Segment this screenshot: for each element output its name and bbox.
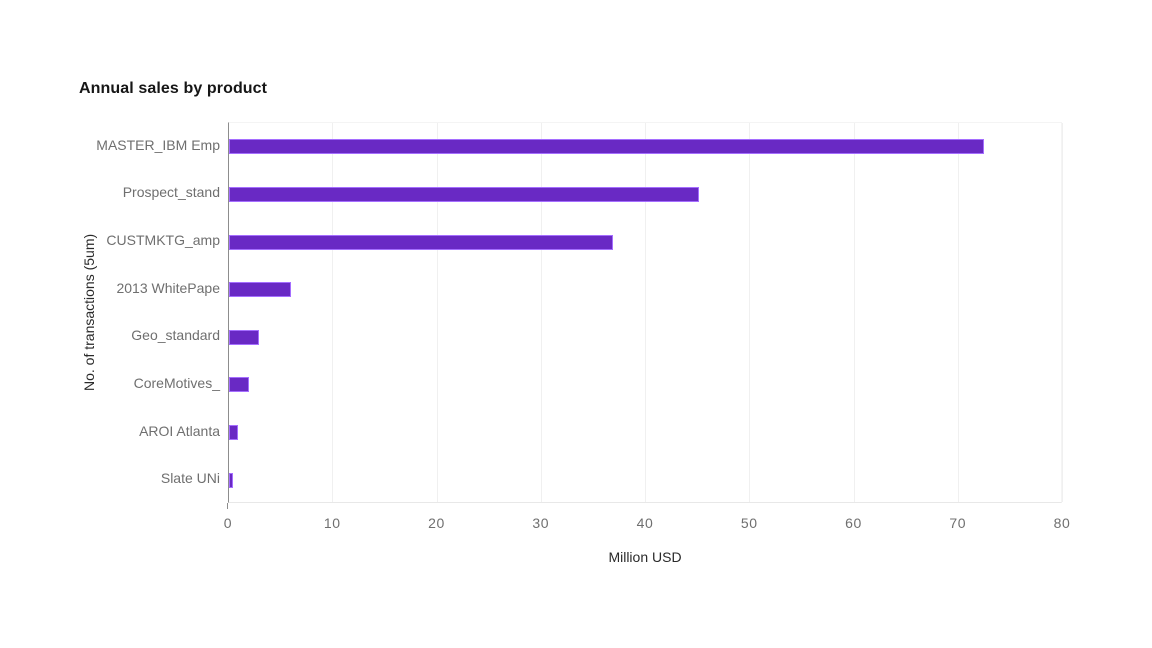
bar bbox=[229, 377, 249, 393]
category-label: Prospect_stand bbox=[122, 184, 220, 201]
bar bbox=[229, 329, 260, 345]
gridline bbox=[1062, 123, 1063, 502]
x-axis-zero-tick bbox=[227, 503, 228, 509]
y-axis-title: No. of transactions (5um) bbox=[81, 233, 97, 392]
x-axis-title: Million USD bbox=[608, 549, 682, 565]
gridline bbox=[957, 123, 959, 502]
x-tick-label: 60 bbox=[845, 515, 862, 531]
x-tick-label: 30 bbox=[532, 515, 550, 531]
bar bbox=[229, 186, 700, 202]
x-tick-label: 20 bbox=[428, 515, 445, 531]
x-tick-label: 70 bbox=[949, 515, 967, 531]
category-label: AROI Atlanta bbox=[139, 422, 220, 439]
gridline bbox=[853, 123, 855, 502]
category-label: 2013 WhitePape bbox=[116, 279, 220, 296]
x-tick-label: 0 bbox=[223, 515, 233, 531]
bar bbox=[229, 472, 233, 488]
category-label: Geo_standard bbox=[131, 327, 220, 344]
category-label: Slate UNi bbox=[160, 470, 220, 487]
x-tick-label: 50 bbox=[740, 515, 758, 531]
gridline bbox=[436, 123, 438, 502]
x-tick-label: 80 bbox=[1053, 515, 1071, 531]
chart-title: Annual sales by product bbox=[79, 80, 268, 97]
bar bbox=[229, 234, 613, 250]
category-label: CUSTMKTG_amp bbox=[106, 232, 220, 249]
plot-area bbox=[228, 122, 1063, 503]
bar bbox=[229, 425, 239, 441]
gridline bbox=[749, 123, 751, 502]
x-tick-label: 10 bbox=[323, 515, 341, 531]
gridline bbox=[645, 123, 646, 502]
bar bbox=[229, 139, 984, 155]
gridline bbox=[332, 123, 334, 502]
bar bbox=[229, 282, 291, 298]
category-label: MASTER_IBM Emp bbox=[96, 136, 220, 153]
x-tick-label: 40 bbox=[636, 515, 654, 531]
category-label: CoreMotives_ bbox=[133, 374, 220, 391]
gridline bbox=[540, 123, 542, 502]
